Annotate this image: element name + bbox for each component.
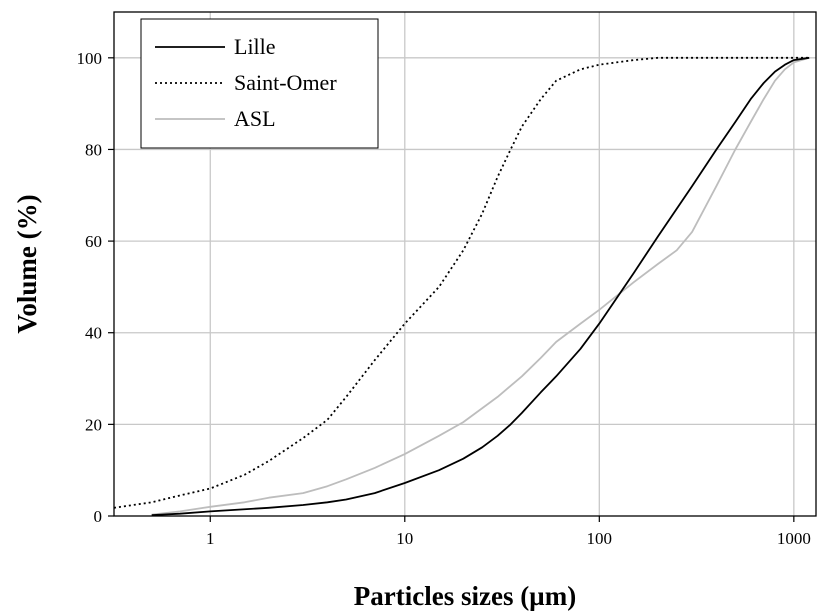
x-axis-title: Particles sizes (µm) xyxy=(354,581,576,611)
y-tick-label: 100 xyxy=(77,49,103,68)
y-tick-label: 20 xyxy=(85,415,102,434)
y-tick-label: 0 xyxy=(94,507,103,526)
series-layer xyxy=(113,56,810,516)
series-line-asl xyxy=(151,56,810,516)
y-axis-title: Volume (%) xyxy=(12,194,42,333)
legend-label-lille: Lille xyxy=(234,34,276,59)
x-tick-label: 10 xyxy=(396,529,413,548)
legend-label-saint-omer: Saint-Omer xyxy=(234,70,337,95)
y-tick-label: 80 xyxy=(85,140,102,159)
x-tick-label: 1 xyxy=(206,529,215,548)
y-tick-label: 60 xyxy=(85,232,102,251)
axis-ticks: 1 10 100 1000 0 20 40 60 80 100 xyxy=(77,49,811,548)
y-tick-label: 40 xyxy=(85,324,102,343)
x-tick-label: 100 xyxy=(587,529,613,548)
legend-label-asl: ASL xyxy=(234,106,276,131)
plot-area-frame xyxy=(113,11,817,517)
series-line-saint-omer xyxy=(113,56,810,509)
x-tick-label: 1000 xyxy=(777,529,811,548)
series-line-lille xyxy=(151,56,810,516)
legend: Lille Saint-Omer ASL xyxy=(140,18,379,149)
